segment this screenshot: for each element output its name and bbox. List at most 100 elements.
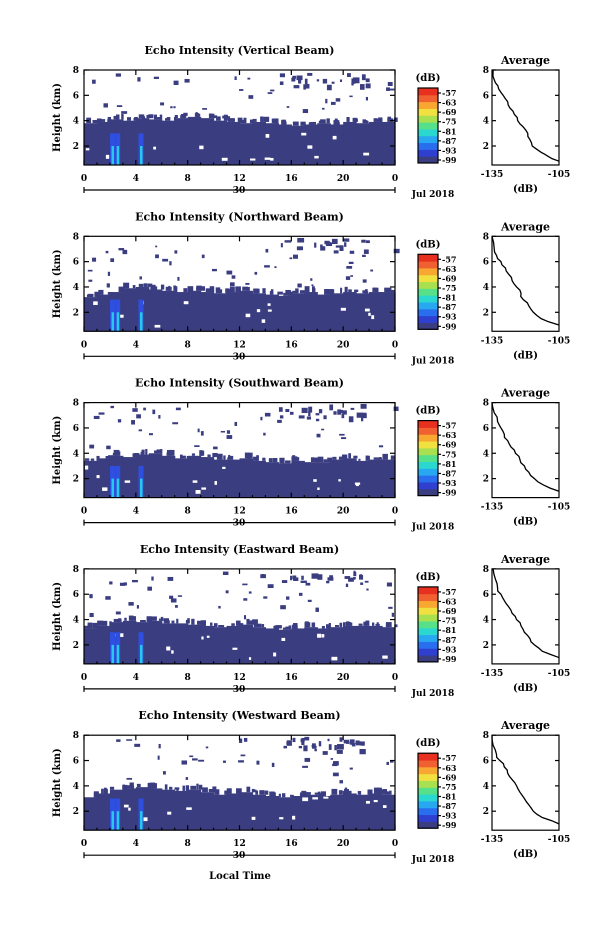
echo-speckle <box>216 453 223 460</box>
echo-speckle <box>312 745 317 749</box>
colorbar-segment <box>418 254 438 262</box>
echo-speckle <box>330 758 333 760</box>
echo-speckle <box>146 114 151 119</box>
echo-speckle <box>300 580 307 583</box>
avg-x-tick-label: -105 <box>548 336 571 346</box>
colorbar-tick-label: -57 <box>442 421 456 431</box>
x-tick-label: 12 <box>233 839 246 849</box>
echo-cell <box>278 463 292 498</box>
avg-y-tick-label: 2 <box>483 475 489 485</box>
echo-speckle <box>172 422 179 425</box>
echo-cell <box>369 625 383 664</box>
avg-frame <box>491 568 560 665</box>
colorbar-tick-label: -93 <box>442 644 457 654</box>
echo-speckle <box>343 456 346 459</box>
echo-speckle <box>92 119 98 124</box>
echo-speckle <box>297 283 302 288</box>
echo-speckle <box>291 77 295 82</box>
colorbar-tick-label: -75 <box>442 449 456 459</box>
echo-speckle <box>281 580 288 584</box>
colorbar-tick-label: -99 <box>442 820 457 830</box>
echo-speckle <box>365 455 369 461</box>
echo-speckle <box>330 101 336 105</box>
echo-speckle <box>285 626 292 630</box>
echo-gap <box>128 807 131 811</box>
echo-speckle <box>126 117 132 121</box>
colorbar-tick-label: -69 <box>442 772 457 782</box>
echo-speckle <box>284 240 292 243</box>
echo-cell <box>239 290 254 332</box>
x-tick-label: 4 <box>133 174 139 184</box>
echo-cell <box>317 294 331 332</box>
echo-speckle <box>256 760 260 765</box>
colorbar-tick-label: -99 <box>442 654 457 664</box>
echo-speckle <box>332 456 337 460</box>
echo-cell <box>317 462 331 498</box>
echo-speckle <box>177 595 183 597</box>
echo-gap <box>221 157 228 161</box>
echo-speckle <box>328 622 331 629</box>
echo-speckle <box>302 765 308 768</box>
echo-speckle <box>205 288 212 293</box>
y-tick-label: 8 <box>73 232 79 242</box>
echo-speckle <box>313 457 319 463</box>
echo-cell <box>200 118 215 165</box>
echo-gap <box>273 652 277 657</box>
echo-speckle <box>384 287 390 293</box>
avg-profile-line <box>491 402 560 492</box>
echo-speckle <box>283 745 288 749</box>
echo-speckle <box>301 790 307 796</box>
echo-cell <box>161 290 176 332</box>
colorbar-frame <box>417 586 439 663</box>
echo-speckle <box>126 739 133 741</box>
echo-speckle <box>304 757 311 762</box>
echo-speckle <box>225 288 230 294</box>
echo-cell <box>304 627 318 664</box>
echo-speckle <box>148 786 154 789</box>
echo-streak-core <box>111 811 115 831</box>
echo-speckle <box>349 739 355 745</box>
colorbar-frame <box>417 253 439 330</box>
echo-speckle <box>212 115 218 119</box>
echo-speckle <box>153 114 157 120</box>
echo-speckle <box>365 620 370 626</box>
echo-speckle <box>386 87 390 91</box>
echo-speckle <box>332 772 339 777</box>
echo-speckle <box>355 741 362 746</box>
colorbar-segment <box>418 115 438 123</box>
echo-speckle <box>314 242 317 248</box>
x-tick-label: 8 <box>185 340 191 350</box>
avg-x-tick-label: -135 <box>481 669 504 679</box>
colorbar-segment <box>418 641 438 649</box>
echo-cell <box>356 293 370 332</box>
echo-speckle <box>321 625 325 629</box>
echo-speckle <box>280 605 286 610</box>
echo-speckle <box>149 782 156 789</box>
colorbar-tick-label: -57 <box>442 587 456 597</box>
echo-speckle <box>180 113 187 119</box>
echo-speckle <box>174 114 178 119</box>
echo-cell <box>265 796 279 831</box>
echo-speckle <box>200 286 205 291</box>
x-tick-label: 16 <box>285 340 298 350</box>
echo-gap <box>248 657 252 660</box>
echo-cell <box>239 123 254 165</box>
echo-cell <box>122 120 137 165</box>
echo-speckle <box>171 620 175 624</box>
echo-speckle <box>274 120 279 124</box>
echo-gap <box>313 479 317 482</box>
echo-speckle <box>320 244 323 247</box>
echo-speckle <box>298 78 302 84</box>
echo-speckle <box>329 575 334 580</box>
echo-speckle <box>334 745 337 751</box>
echo-speckle <box>190 785 197 790</box>
x-tick-label: 4 <box>133 673 139 683</box>
x-tick-label: 16 <box>285 507 298 517</box>
echo-speckle <box>387 81 393 86</box>
colorbar-frame <box>417 420 439 497</box>
echo-cell <box>161 789 176 831</box>
echo-speckle <box>216 116 221 121</box>
x-tick-label: 0 <box>392 673 398 683</box>
echo-cell <box>174 292 189 332</box>
echo-speckle <box>327 738 330 742</box>
